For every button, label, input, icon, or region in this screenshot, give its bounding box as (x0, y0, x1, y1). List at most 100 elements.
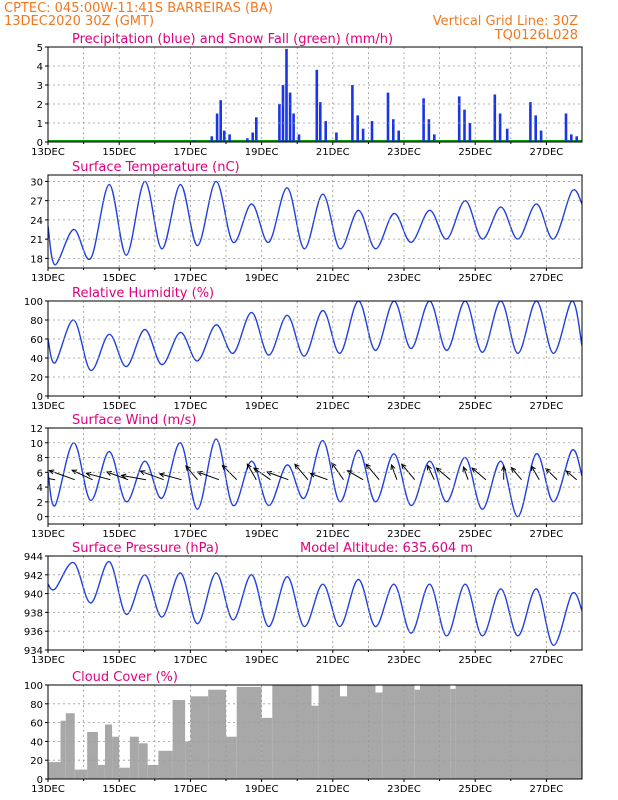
x-tick-label: 21DEC (316, 147, 350, 158)
wind-vector-head (185, 465, 191, 471)
y-tick-label: 40 (30, 737, 43, 748)
wind-vector-head (266, 471, 273, 476)
precip-bar (192, 140, 196, 142)
x-tick-label: 23DEC (387, 147, 421, 158)
x-tick-label: 21DEC (316, 401, 350, 412)
cloud-cover-bar (129, 736, 139, 779)
precip-bar (335, 132, 338, 142)
panel-wind: 0 2 4 6 8 10 12 13DEC 15DEC 17DEC 19DEC 21DEC 23DEC 2… (30, 413, 583, 540)
wind-vector-head (294, 463, 300, 470)
y-tick-label: 10 (30, 439, 43, 450)
precip-bar (386, 92, 390, 142)
precip-bar (468, 123, 472, 142)
cloud-cover-bar (311, 705, 319, 779)
panel-frame (47, 46, 583, 143)
wind-vector-head (120, 473, 127, 479)
cloud-cover-bar (414, 689, 420, 779)
precip-bar (498, 113, 502, 142)
wind-vector-head (501, 465, 507, 471)
y-tick-label: 3 (37, 81, 43, 92)
precip-bar (575, 136, 578, 142)
x-tick-label: 21DEC (316, 784, 350, 795)
wind-vector-arrow (462, 465, 469, 480)
y-tick-label: 60 (30, 335, 43, 346)
y-tick-label: 80 (30, 700, 43, 711)
x-tick-label: 25DEC (458, 529, 492, 540)
precip-bar (457, 96, 461, 142)
x-tick-label: 17DEC (174, 529, 208, 540)
y-tick-label: 100 (24, 681, 43, 692)
precip-bar (493, 94, 497, 142)
precip-bar (297, 134, 301, 142)
wind-vector-shaft (185, 465, 198, 481)
wind-vector-shaft (511, 467, 522, 481)
precip-bar (539, 130, 543, 142)
x-tick-label: 27DEC (530, 784, 564, 795)
x-tick-label: 13DEC (31, 655, 65, 666)
x-tick-label: 27DEC (530, 273, 564, 284)
x-tick-label: 19DEC (245, 273, 279, 284)
wind-vector-shaft (267, 471, 289, 481)
panel-precip: 0 1 2 3 4 5 13DEC 15DEC 17DEC 19DEC 21DEC 23DEC 25DE… (31, 32, 583, 158)
x-tick-label: 25DEC (458, 655, 492, 666)
wind-vector-arrow (501, 465, 507, 480)
x-tick-label: 17DEC (174, 147, 208, 158)
wind-vector-head (31, 474, 36, 478)
wind-vector-arrow (196, 471, 220, 481)
panel-wind-plot-area (31, 438, 582, 518)
y-tick-label: 20 (30, 373, 43, 384)
y-tick-label: 60 (30, 719, 43, 730)
x-tick-label: 25DEC (458, 147, 492, 158)
wind-vector-head (331, 462, 337, 469)
panel-cloud-plot-area (48, 685, 582, 779)
wind-vector-arrow (565, 470, 578, 481)
panel-title: Surface Wind (m/s) (72, 413, 196, 428)
precip-bar (427, 119, 431, 142)
precip-bar (251, 132, 254, 142)
cloud-cover-bar (60, 720, 66, 779)
wind-vector-head (462, 465, 468, 473)
panel-title: Surface Pressure (hPa) (72, 541, 219, 556)
cloud-cover-bar (190, 696, 209, 779)
x-tick-label: 23DEC (387, 401, 421, 412)
x-tick-label: 23DEC (387, 529, 421, 540)
panel-temp: 18 21 24 27 30 13DEC 15DEC 17DEC 19DEC 21DEC 23DEC… (30, 160, 583, 284)
pressure-series-line (48, 560, 582, 647)
wind-vector-shaft (530, 465, 540, 480)
cloud-cover-bar (382, 685, 415, 779)
y-tick-label: 5 (37, 43, 43, 54)
y-tick-label: 12 (30, 424, 43, 435)
precip-bar (324, 121, 327, 142)
panel-precip-plot-area (48, 48, 582, 142)
precip-bar (292, 113, 295, 142)
x-tick-label: 13DEC (31, 401, 65, 412)
wind-vector-arrow (510, 466, 522, 481)
panel-frame (47, 427, 583, 525)
x-tick-label: 13DEC (31, 273, 65, 284)
header-grid-note: Vertical Grid Line: 30Z (433, 14, 578, 29)
y-tick-label: 938 (24, 608, 43, 619)
panel-frame (47, 300, 583, 397)
cloud-cover-bar (147, 764, 159, 779)
precip-bar (351, 85, 354, 142)
x-tick-label: 23DEC (387, 784, 421, 795)
precip-bar (534, 115, 537, 142)
x-tick-label: 19DEC (245, 655, 279, 666)
precip-bar (570, 134, 573, 142)
wind-vector-shaft (197, 471, 220, 481)
cloud-cover-bar (347, 685, 376, 779)
wind-vector-shaft (545, 468, 558, 481)
x-tick-label: 25DEC (458, 401, 492, 412)
x-tick-label: 15DEC (102, 401, 136, 412)
cloud-cover-bar (185, 741, 191, 779)
y-tick-label: 2 (37, 100, 43, 111)
x-tick-label: 17DEC (174, 784, 208, 795)
cloud-cover-bar (112, 736, 120, 779)
cloud-cover-bar (339, 696, 347, 779)
y-tick-label: 1 (37, 119, 43, 130)
y-tick-label: 944 (24, 552, 43, 563)
cloud-cover-bar (138, 743, 148, 779)
wind-vector-head (309, 472, 316, 478)
cloud-cover-bar (97, 764, 105, 779)
